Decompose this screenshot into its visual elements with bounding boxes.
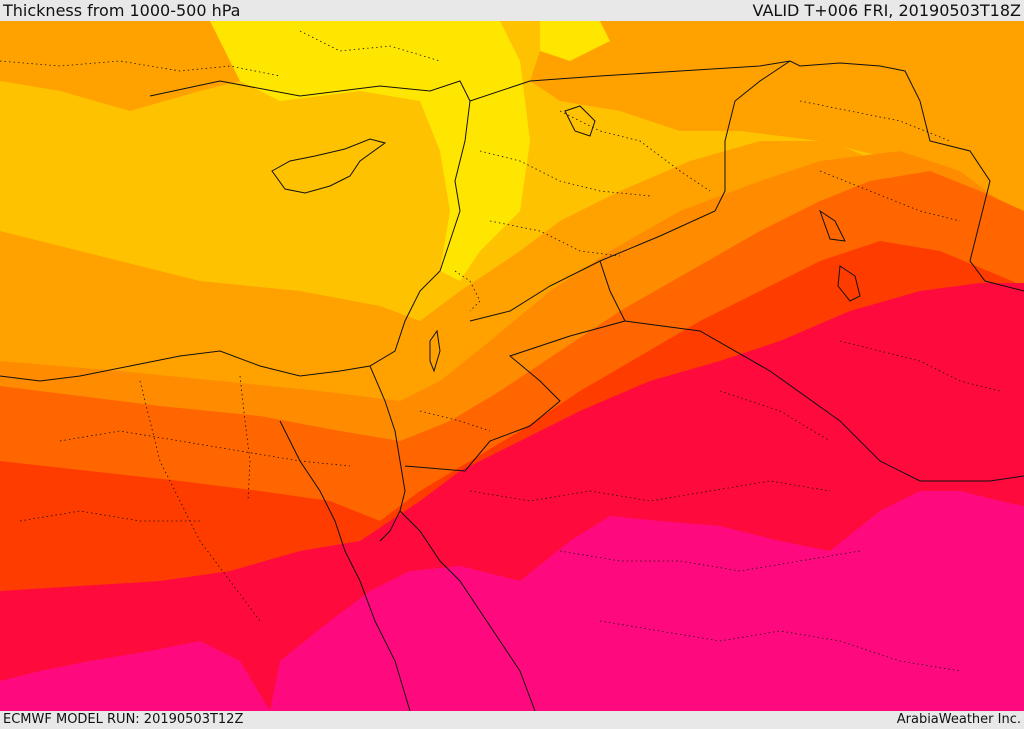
band-magenta-west — [0, 641, 270, 711]
bottom-bar: ECMWF MODEL RUN: 20190503T12Z ArabiaWeat… — [0, 711, 1024, 729]
credit: ArabiaWeather Inc. — [896, 712, 1021, 727]
lake-assad — [564, 105, 596, 137]
kuwait-coast — [837, 265, 861, 302]
model-run: ECMWF MODEL RUN: 20190503T12Z — [3, 712, 244, 727]
band-magenta — [270, 491, 1024, 711]
dead-sea — [429, 329, 441, 373]
syria-iraq-border — [469, 60, 791, 322]
jordan-saudi-border — [404, 260, 626, 472]
cyprus-outline — [271, 138, 387, 194]
map-canvas — [0, 21, 1024, 711]
band-yellow-ne — [540, 21, 610, 61]
valid-time: VALID T+006 FRI, 20190503T18Z — [752, 1, 1021, 20]
jordan-border — [469, 60, 1024, 292]
map-title: Thickness from 1000-500 hPa — [3, 1, 241, 20]
red-sea-east — [399, 510, 536, 711]
levant-coast — [0, 80, 471, 382]
internal-boundaries — [0, 30, 1001, 672]
band-yellow — [210, 21, 530, 281]
thickness-map — [0, 21, 1024, 711]
saudi-iraq-border — [624, 320, 1024, 482]
top-bar: Thickness from 1000-500 hPa VALID T+006 … — [0, 0, 1024, 21]
band-amber-east — [530, 21, 1024, 221]
sinai-gulf — [369, 365, 406, 542]
red-sea-west — [279, 420, 411, 711]
gulf-islands — [819, 209, 846, 242]
coastlines — [0, 60, 1024, 711]
band-amber-west — [0, 21, 240, 111]
